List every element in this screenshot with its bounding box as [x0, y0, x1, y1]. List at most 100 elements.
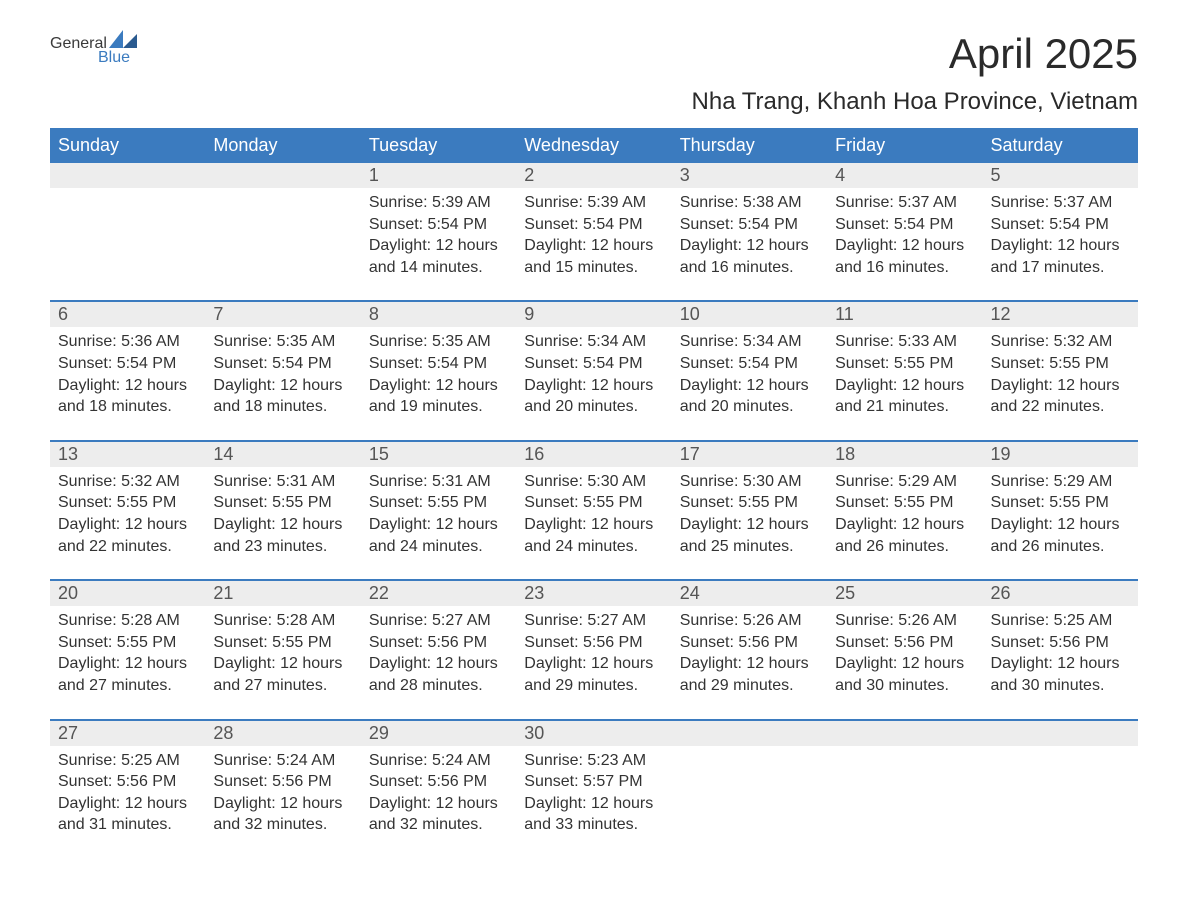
date-cell	[50, 163, 205, 188]
content-cell: Sunrise: 5:26 AMSunset: 5:56 PMDaylight:…	[672, 606, 827, 719]
daylight-text: Daylight: 12 hours and 30 minutes.	[835, 653, 974, 696]
day-header: Wednesday	[516, 128, 671, 163]
date-row: 13141516171819	[50, 441, 1138, 467]
date-cell: 27	[50, 720, 205, 746]
content-cell: Sunrise: 5:30 AMSunset: 5:55 PMDaylight:…	[516, 467, 671, 580]
content-cell: Sunrise: 5:31 AMSunset: 5:55 PMDaylight:…	[361, 467, 516, 580]
date-cell: 18	[827, 441, 982, 467]
date-cell: 22	[361, 580, 516, 606]
content-cell	[50, 188, 205, 301]
content-cell: Sunrise: 5:30 AMSunset: 5:55 PMDaylight:…	[672, 467, 827, 580]
sunset-text: Sunset: 5:54 PM	[369, 353, 508, 375]
title-block: April 2025	[949, 30, 1138, 78]
date-cell: 20	[50, 580, 205, 606]
daylight-text: Daylight: 12 hours and 32 minutes.	[369, 793, 508, 836]
sunset-text: Sunset: 5:54 PM	[835, 214, 974, 236]
sunset-text: Sunset: 5:57 PM	[524, 771, 663, 793]
page-header: General Blue April 2025	[50, 30, 1138, 78]
content-cell: Sunrise: 5:27 AMSunset: 5:56 PMDaylight:…	[361, 606, 516, 719]
sunset-text: Sunset: 5:54 PM	[680, 353, 819, 375]
sunrise-text: Sunrise: 5:32 AM	[991, 331, 1130, 353]
daylight-text: Daylight: 12 hours and 23 minutes.	[213, 514, 352, 557]
sunset-text: Sunset: 5:55 PM	[991, 492, 1130, 514]
calendar-table: Sunday Monday Tuesday Wednesday Thursday…	[50, 128, 1138, 858]
content-cell: Sunrise: 5:37 AMSunset: 5:54 PMDaylight:…	[827, 188, 982, 301]
sunrise-text: Sunrise: 5:33 AM	[835, 331, 974, 353]
day-header-row: Sunday Monday Tuesday Wednesday Thursday…	[50, 128, 1138, 163]
content-row: Sunrise: 5:36 AMSunset: 5:54 PMDaylight:…	[50, 327, 1138, 440]
sunrise-text: Sunrise: 5:24 AM	[213, 750, 352, 772]
content-cell: Sunrise: 5:25 AMSunset: 5:56 PMDaylight:…	[50, 746, 205, 858]
content-row: Sunrise: 5:28 AMSunset: 5:55 PMDaylight:…	[50, 606, 1138, 719]
sunset-text: Sunset: 5:56 PM	[213, 771, 352, 793]
sunset-text: Sunset: 5:54 PM	[213, 353, 352, 375]
daylight-text: Daylight: 12 hours and 28 minutes.	[369, 653, 508, 696]
sunrise-text: Sunrise: 5:36 AM	[58, 331, 197, 353]
sunrise-text: Sunrise: 5:29 AM	[835, 471, 974, 493]
content-cell: Sunrise: 5:28 AMSunset: 5:55 PMDaylight:…	[205, 606, 360, 719]
sunset-text: Sunset: 5:56 PM	[369, 632, 508, 654]
sunrise-text: Sunrise: 5:38 AM	[680, 192, 819, 214]
content-cell: Sunrise: 5:34 AMSunset: 5:54 PMDaylight:…	[516, 327, 671, 440]
sunrise-text: Sunrise: 5:35 AM	[369, 331, 508, 353]
daylight-text: Daylight: 12 hours and 24 minutes.	[369, 514, 508, 557]
sunset-text: Sunset: 5:55 PM	[213, 632, 352, 654]
daylight-text: Daylight: 12 hours and 14 minutes.	[369, 235, 508, 278]
date-cell: 23	[516, 580, 671, 606]
sunrise-text: Sunrise: 5:28 AM	[58, 610, 197, 632]
date-cell: 29	[361, 720, 516, 746]
sunrise-text: Sunrise: 5:34 AM	[680, 331, 819, 353]
sunrise-text: Sunrise: 5:37 AM	[991, 192, 1130, 214]
date-cell: 25	[827, 580, 982, 606]
daylight-text: Daylight: 12 hours and 27 minutes.	[58, 653, 197, 696]
sunrise-text: Sunrise: 5:39 AM	[524, 192, 663, 214]
daylight-text: Daylight: 12 hours and 17 minutes.	[991, 235, 1130, 278]
date-cell: 2	[516, 163, 671, 188]
sunrise-text: Sunrise: 5:27 AM	[369, 610, 508, 632]
day-header: Saturday	[983, 128, 1138, 163]
content-cell: Sunrise: 5:31 AMSunset: 5:55 PMDaylight:…	[205, 467, 360, 580]
daylight-text: Daylight: 12 hours and 20 minutes.	[680, 375, 819, 418]
date-row: 12345	[50, 163, 1138, 188]
day-header: Friday	[827, 128, 982, 163]
content-cell: Sunrise: 5:29 AMSunset: 5:55 PMDaylight:…	[983, 467, 1138, 580]
date-cell: 14	[205, 441, 360, 467]
date-cell: 10	[672, 301, 827, 327]
sunset-text: Sunset: 5:54 PM	[680, 214, 819, 236]
sunset-text: Sunset: 5:56 PM	[524, 632, 663, 654]
daylight-text: Daylight: 12 hours and 27 minutes.	[213, 653, 352, 696]
daylight-text: Daylight: 12 hours and 21 minutes.	[835, 375, 974, 418]
sunrise-text: Sunrise: 5:37 AM	[835, 192, 974, 214]
sunset-text: Sunset: 5:54 PM	[991, 214, 1130, 236]
daylight-text: Daylight: 12 hours and 18 minutes.	[58, 375, 197, 418]
content-cell: Sunrise: 5:33 AMSunset: 5:55 PMDaylight:…	[827, 327, 982, 440]
date-cell: 26	[983, 580, 1138, 606]
sunset-text: Sunset: 5:55 PM	[524, 492, 663, 514]
daylight-text: Daylight: 12 hours and 31 minutes.	[58, 793, 197, 836]
date-cell: 15	[361, 441, 516, 467]
sunrise-text: Sunrise: 5:25 AM	[58, 750, 197, 772]
sunset-text: Sunset: 5:55 PM	[213, 492, 352, 514]
daylight-text: Daylight: 12 hours and 24 minutes.	[524, 514, 663, 557]
sunset-text: Sunset: 5:54 PM	[524, 353, 663, 375]
daylight-text: Daylight: 12 hours and 19 minutes.	[369, 375, 508, 418]
date-cell	[672, 720, 827, 746]
date-cell: 11	[827, 301, 982, 327]
date-cell: 17	[672, 441, 827, 467]
content-cell	[205, 188, 360, 301]
sunset-text: Sunset: 5:55 PM	[835, 492, 974, 514]
daylight-text: Daylight: 12 hours and 18 minutes.	[213, 375, 352, 418]
sunset-text: Sunset: 5:56 PM	[58, 771, 197, 793]
date-row: 6789101112	[50, 301, 1138, 327]
sunset-text: Sunset: 5:55 PM	[58, 632, 197, 654]
date-row: 27282930	[50, 720, 1138, 746]
sunrise-text: Sunrise: 5:24 AM	[369, 750, 508, 772]
daylight-text: Daylight: 12 hours and 16 minutes.	[835, 235, 974, 278]
date-cell: 9	[516, 301, 671, 327]
sunrise-text: Sunrise: 5:27 AM	[524, 610, 663, 632]
daylight-text: Daylight: 12 hours and 22 minutes.	[991, 375, 1130, 418]
date-cell: 6	[50, 301, 205, 327]
sunrise-text: Sunrise: 5:35 AM	[213, 331, 352, 353]
sunrise-text: Sunrise: 5:23 AM	[524, 750, 663, 772]
day-header: Tuesday	[361, 128, 516, 163]
